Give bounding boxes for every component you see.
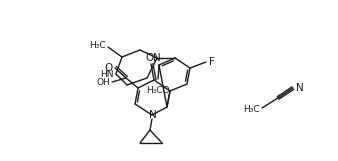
Text: N: N — [149, 110, 157, 120]
Text: N: N — [153, 53, 161, 63]
Text: H₃C: H₃C — [243, 105, 260, 114]
Text: O: O — [105, 63, 113, 73]
Text: H₃C: H₃C — [89, 41, 106, 49]
Text: F: F — [209, 57, 215, 67]
Text: HN: HN — [100, 70, 114, 79]
Text: OH: OH — [96, 77, 110, 86]
Text: O: O — [145, 53, 153, 63]
Text: H₃CO: H₃CO — [146, 86, 170, 95]
Text: N: N — [296, 83, 304, 93]
